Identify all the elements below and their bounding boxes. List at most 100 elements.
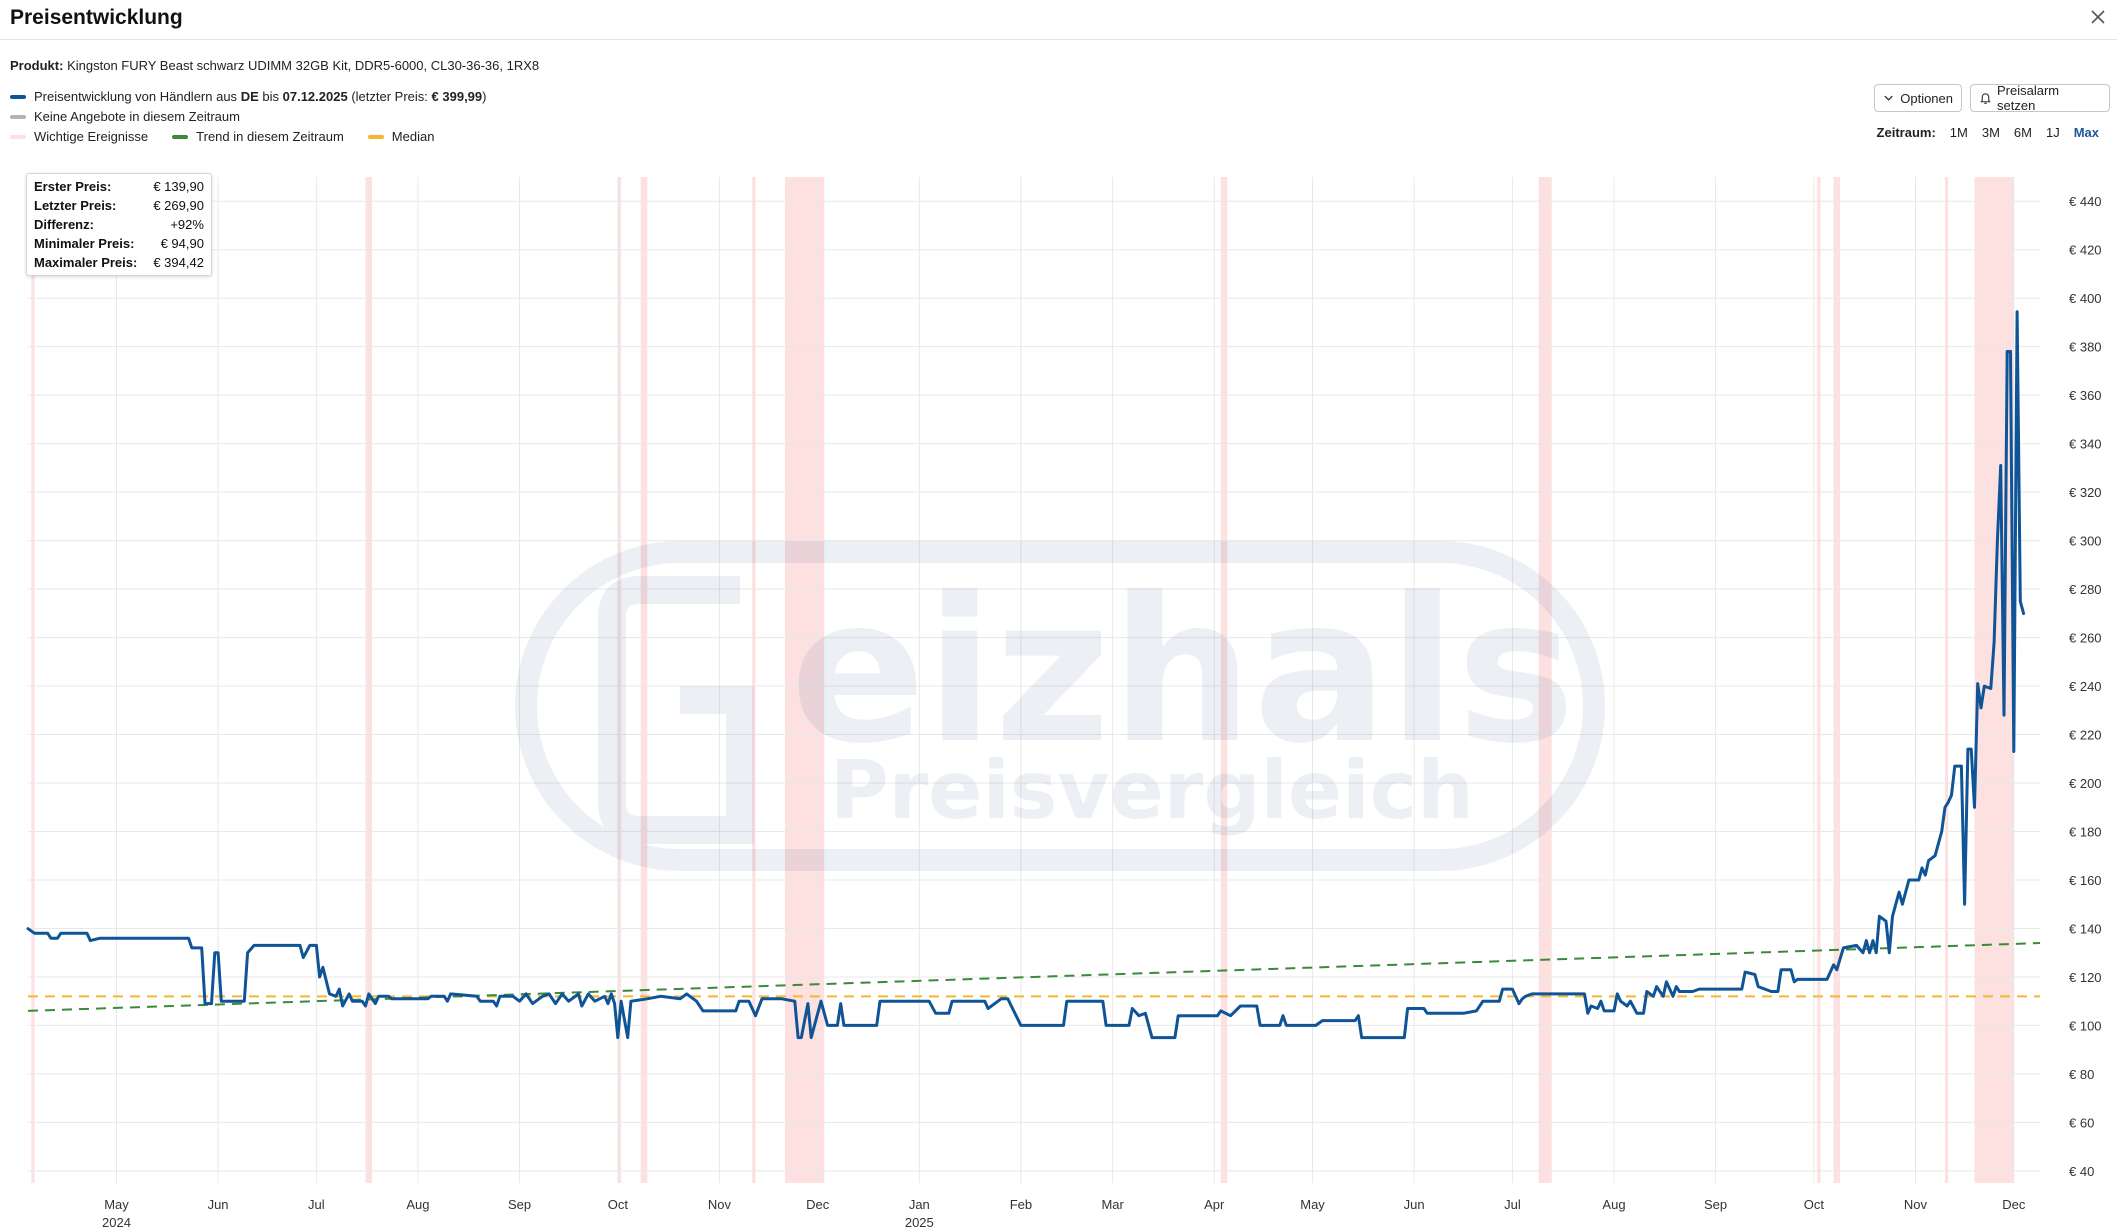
x-tick-label: May	[1300, 1197, 1325, 1212]
product-label: Produkt:	[10, 58, 64, 73]
y-tick-label: € 420	[2069, 243, 2102, 258]
price-alarm-button[interactable]: Preisalarm setzen	[1970, 83, 2110, 113]
stats-row: Letzter Preis: € 269,90	[32, 196, 206, 215]
range-3m[interactable]: 3M	[1981, 125, 2000, 140]
y-tick-label: € 40	[2069, 1164, 2094, 1179]
event-band	[1833, 177, 1841, 1183]
x-tick-label: Mar	[1101, 1197, 1124, 1212]
price-series	[26, 310, 2026, 1040]
trend-line	[27, 942, 2041, 1012]
price-line	[26, 310, 2026, 1040]
grid-lines	[28, 177, 2040, 1183]
stats-row: Maximaler Preis: € 394,42	[32, 253, 206, 272]
y-tick-label: € 360	[2069, 388, 2102, 403]
event-band	[1817, 177, 1821, 1183]
stats-row: Differenz: +92%	[32, 215, 206, 234]
x-tick-label: Jul	[1504, 1197, 1521, 1212]
event-band	[752, 177, 756, 1183]
x-tick-label: Dec	[2002, 1197, 2026, 1212]
y-tick-label: € 120	[2069, 970, 2102, 985]
y-tick-label: € 200	[2069, 776, 2102, 791]
stats-max-value: € 394,42	[153, 255, 204, 270]
options-button[interactable]: Optionen	[1874, 84, 1962, 112]
legend-price-last-prefix: (letzter Preis:	[351, 89, 428, 104]
stats-max-label: Maximaler Preis:	[34, 255, 138, 270]
no-offers-swatch	[10, 114, 26, 119]
watermark-frame	[515, 541, 1605, 871]
legend-trend-text: Trend in diesem Zeitraum	[196, 129, 344, 144]
x-tick-label: Dec	[806, 1197, 830, 1212]
y-tick-label: € 260	[2069, 631, 2102, 646]
event-band	[640, 177, 648, 1183]
x-tick-label: May	[104, 1197, 129, 1212]
y-tick-label: € 240	[2069, 679, 2102, 694]
legend-trend: Trend in diesem Zeitraum	[172, 129, 344, 144]
legend-events: Wichtige Ereignisse	[10, 129, 148, 144]
x-tick-label: Jan	[909, 1197, 930, 1212]
legend-price-text: Preisentwicklung von Händlern aus DE bis…	[34, 89, 486, 104]
x-tick-label: Nov	[1904, 1197, 1928, 1212]
legend-median-text: Median	[391, 129, 435, 144]
legend-no-offers-text: Keine Angebote in diesem Zeitraum	[34, 109, 240, 124]
legend-price-date: 07.12.2025	[282, 89, 348, 104]
x-year-label: 2024	[102, 1215, 131, 1228]
y-tick-label: € 340	[2069, 437, 2102, 452]
x-tick-label: Sep	[1704, 1197, 1727, 1212]
legend-no-offers: Keine Angebote in diesem Zeitraum	[10, 109, 240, 124]
legend-price: Preisentwicklung von Händlern aus DE bis…	[10, 89, 486, 104]
x-year-label: 2025	[905, 1215, 934, 1228]
trend-swatch	[172, 134, 189, 139]
y-tick-label: € 280	[2069, 582, 2102, 597]
watermark-line1: eizhals	[790, 555, 1576, 788]
y-tick-label: € 100	[2069, 1018, 2102, 1033]
legend-median: Median	[367, 129, 435, 144]
options-label: Optionen	[1900, 90, 1953, 106]
y-tick-label: € 440	[2069, 194, 2102, 209]
x-tick-label: Feb	[1010, 1197, 1032, 1212]
range-1j[interactable]: 1J	[2045, 125, 2060, 140]
stats-last-value: € 269,90	[153, 198, 204, 213]
watermark: eizhals Preisvergleich	[515, 541, 1605, 871]
x-tick-label: Oct	[608, 1197, 629, 1212]
y-axis: € 40 € 60 € 80 € 100 € 120 € 140 € 160 € 180 € 2…	[2069, 194, 2102, 1179]
watermark-line2: Preisvergleich	[830, 744, 1474, 837]
range-label: Zeitraum:	[1876, 125, 1936, 140]
y-tick-label: € 60	[2069, 1115, 2094, 1130]
range-max[interactable]: Max	[2073, 125, 2099, 140]
y-tick-label: € 220	[2069, 728, 2102, 743]
legend-price-last-suffix: )	[482, 89, 487, 104]
product-line: Produkt: Kingston FURY Beast schwarz UDI…	[10, 58, 539, 73]
y-tick-label: € 140	[2069, 921, 2102, 936]
y-tick-label: € 400	[2069, 291, 2102, 306]
stats-first-label: Erster Preis:	[34, 179, 112, 194]
median-swatch	[367, 134, 384, 139]
stats-min-value: € 94,90	[160, 236, 204, 251]
x-tick-label: Apr	[1204, 1197, 1225, 1212]
y-tick-label: € 380	[2069, 340, 2102, 355]
product-name: Kingston FURY Beast schwarz UDIMM 32GB K…	[67, 58, 540, 73]
legend-price-prefix: Preisentwicklung von Händlern aus	[34, 89, 238, 104]
range-6m[interactable]: 6M	[2013, 125, 2032, 140]
x-tick-label: Aug	[1602, 1197, 1625, 1212]
y-tick-label: € 80	[2069, 1067, 2094, 1082]
watermark-g-glyph	[598, 576, 754, 844]
legend-row-3: Wichtige Ereignisse Trend in diesem Zeit…	[10, 129, 458, 144]
range-selector: Zeitraum: 1M 3M 6M 1J Max	[1877, 125, 2099, 140]
stats-row: Erster Preis: € 139,90	[32, 177, 206, 196]
event-band	[1220, 177, 1228, 1183]
dialog-header: Preisentwicklung	[0, 0, 2117, 40]
price-alarm-label: Preisalarm setzen	[1997, 83, 2060, 113]
event-band	[1538, 177, 1552, 1183]
stats-first-value: € 139,90	[153, 179, 204, 194]
legend-price-last-value: € 399,99	[431, 89, 483, 104]
close-icon[interactable]	[2085, 4, 2111, 30]
x-tick-label: Jun	[1404, 1197, 1425, 1212]
legend-events-text: Wichtige Ereignisse	[34, 129, 149, 144]
range-1m[interactable]: 1M	[1949, 125, 1968, 140]
chevron-down-icon	[1884, 95, 1893, 101]
event-band	[1974, 177, 2014, 1183]
stats-diff-value: +92%	[170, 217, 204, 232]
event-band	[1944, 177, 1949, 1183]
x-axis: May 2024 Jun Jul Aug Sep Oct Nov Dec Jan 2025 Feb Ma…	[102, 1197, 2026, 1228]
